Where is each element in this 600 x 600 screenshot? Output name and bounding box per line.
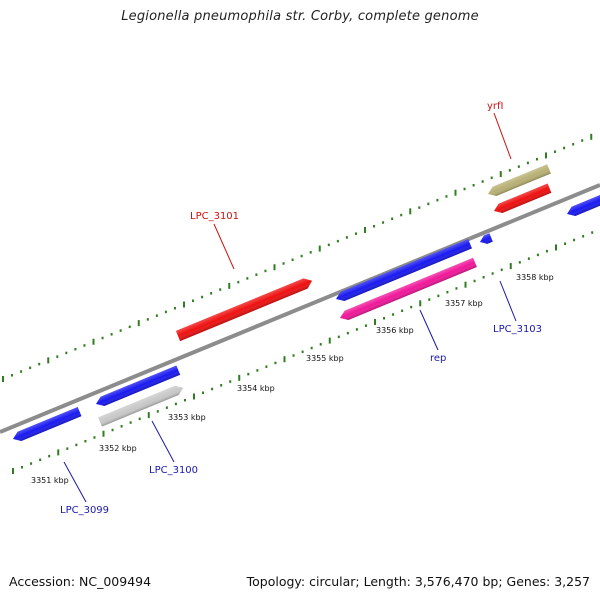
gene-arrow-shading bbox=[480, 233, 493, 244]
tick-label: 3355 kbp bbox=[306, 354, 344, 363]
gene-label: LPC_3100 bbox=[149, 465, 198, 476]
gene-label: LPC_3101 bbox=[190, 211, 239, 222]
tick-row-lower bbox=[12, 231, 594, 474]
gene-feature[interactable] bbox=[98, 383, 185, 427]
tick-label: 3354 kbp bbox=[237, 384, 275, 393]
gene-feature[interactable] bbox=[486, 164, 551, 198]
gene-arrow-shading bbox=[567, 194, 600, 216]
gene-arrow-shading bbox=[340, 257, 477, 320]
gene-arrow-shading bbox=[175, 278, 313, 342]
gene-arrow-shading bbox=[96, 365, 181, 406]
tick-label: 3356 kbp bbox=[376, 326, 414, 335]
gene-feature[interactable] bbox=[338, 257, 477, 323]
gene-label-leader bbox=[63, 461, 87, 503]
gene-label-leader bbox=[493, 112, 512, 160]
gene-feature[interactable] bbox=[94, 365, 181, 408]
gene-label-leader bbox=[213, 223, 235, 270]
gene-feature[interactable] bbox=[175, 276, 314, 342]
gene-label-leader bbox=[419, 309, 439, 351]
tick-label: 3357 kbp bbox=[445, 299, 483, 308]
genome-summary: Topology: circular; Length: 3,576,470 bp… bbox=[246, 574, 590, 589]
gene-arrow-shading bbox=[494, 183, 552, 213]
gene-label: rep bbox=[430, 353, 446, 364]
gene-feature[interactable] bbox=[492, 183, 552, 216]
gene-label-leader bbox=[151, 420, 175, 463]
genome-backbone bbox=[0, 183, 600, 434]
gene-label: yrfI bbox=[487, 101, 504, 112]
map-title: Legionella pneumophila str. Corby, compl… bbox=[121, 9, 479, 24]
gene-label: LPC_3099 bbox=[60, 505, 109, 516]
tick-label: 3352 kbp bbox=[99, 444, 137, 453]
gene-arrow-shading bbox=[488, 164, 551, 196]
tick-row-upper bbox=[2, 133, 593, 382]
gene-arrow-shading bbox=[98, 385, 184, 427]
gene-arrow-shading bbox=[13, 406, 82, 441]
tick-label: 3351 kbp bbox=[31, 476, 69, 485]
gene-feature[interactable] bbox=[565, 194, 600, 218]
gene-feature[interactable] bbox=[478, 233, 493, 246]
tick-label: 3353 kbp bbox=[168, 413, 206, 422]
gene-arrow-shading bbox=[336, 239, 472, 301]
gene-feature[interactable] bbox=[11, 406, 82, 444]
accession: Accession: NC_009494 bbox=[9, 574, 152, 589]
gene-label-leader bbox=[499, 280, 517, 322]
gene-feature[interactable] bbox=[334, 239, 472, 304]
tick-label: 3358 kbp bbox=[516, 273, 554, 282]
gene-label: LPC_3103 bbox=[493, 324, 542, 335]
